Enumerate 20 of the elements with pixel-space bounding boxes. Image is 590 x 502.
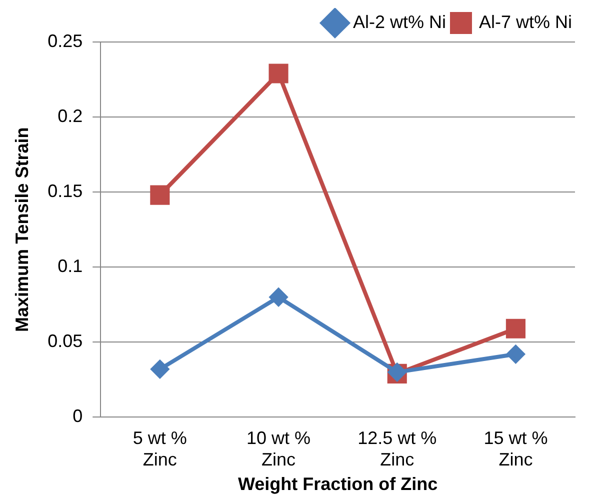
legend-label: Al-7 wt% Ni	[478, 12, 572, 32]
point	[506, 345, 525, 364]
y-tick-label: 0	[72, 406, 83, 426]
y-axis-title: Maximum Tensile Strain	[12, 127, 32, 332]
x-axis-title: Weight Fraction of Zinc	[238, 474, 438, 494]
y-tick-label: 0.25	[48, 30, 83, 51]
y-tick-label: 0.05	[48, 331, 83, 352]
y-tick-label: 0.2	[58, 106, 83, 126]
point	[150, 360, 169, 378]
y-tick-label: 0.15	[48, 181, 83, 202]
y-tick-label: 0.1	[58, 256, 83, 276]
x-tick-label: 12.5 wt % Zinc	[358, 428, 437, 470]
point	[268, 64, 288, 84]
x-tick-label: 10 wt % Zinc	[246, 428, 311, 470]
point	[506, 318, 526, 338]
point	[270, 288, 288, 306]
x-tick-label: 15 wt % Zinc	[484, 428, 548, 470]
point	[150, 185, 170, 205]
legend-label: Al-2 wt% Ni	[352, 12, 446, 32]
x-tick-label: 5 wt % Zinc	[132, 428, 187, 470]
